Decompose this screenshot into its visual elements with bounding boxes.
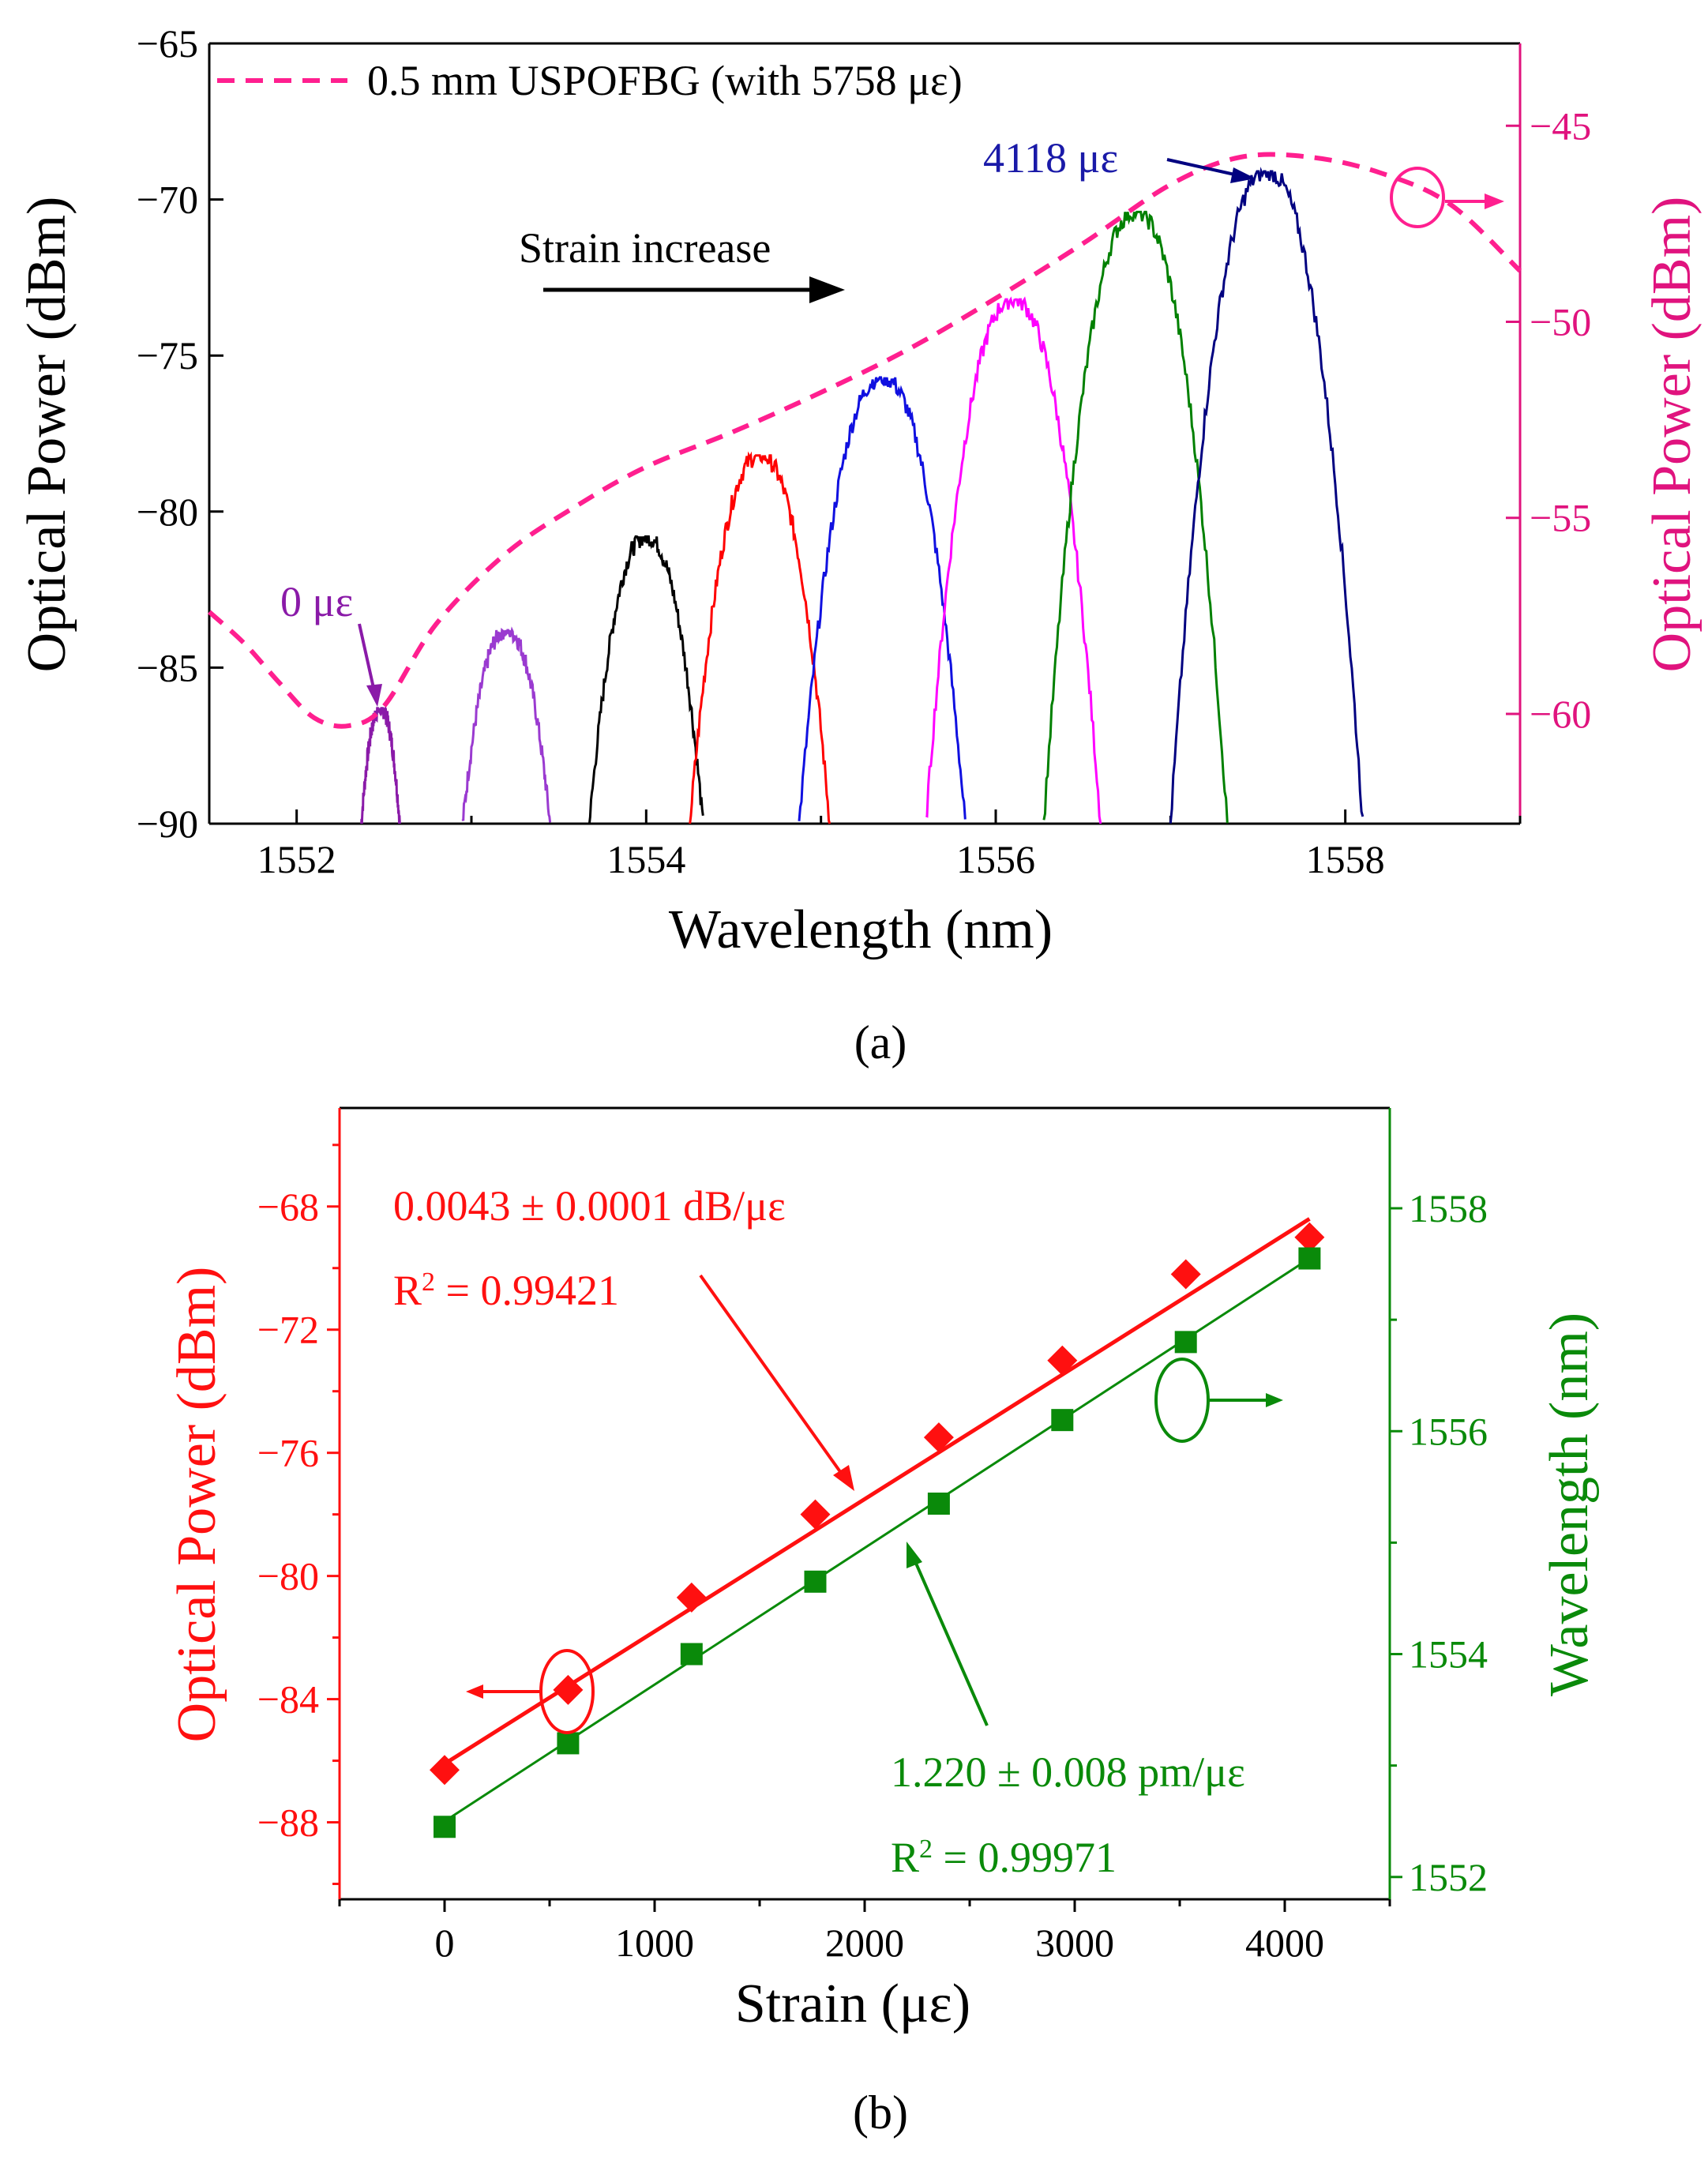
- panel-b: 0 1000 2000 3000 4000 −88 −84 −80 −76 −72 −68 155…: [167, 1106, 1600, 2139]
- wavelength-data-point: [804, 1570, 827, 1593]
- power-data-point: [1170, 1259, 1201, 1290]
- wavelength-fit-slope-label: 1.220 ± 0.008 pm/με: [891, 1748, 1245, 1796]
- panel-b-x-tick-label: 1000: [615, 1921, 694, 1965]
- panel-a-y-tick-label: −65: [137, 21, 198, 66]
- panel-a-right-tick-label: −55: [1530, 496, 1591, 540]
- panel-a-y-tick-label: −70: [137, 178, 198, 222]
- spectrum-peak: [925, 296, 1102, 824]
- panel-b-x-tick-label: 4000: [1245, 1921, 1324, 1965]
- panel-a-x-tick-label: 1556: [956, 837, 1035, 881]
- wavelength-fit-arrowhead: [907, 1542, 922, 1568]
- panel-b-y-tick-label: −76: [257, 1431, 319, 1475]
- wavelength-data-point: [1051, 1409, 1074, 1432]
- panel-a-x-tick-label: 1558: [1306, 837, 1385, 881]
- spectrum-peak: [689, 451, 831, 824]
- power-data-point: [553, 1674, 584, 1705]
- panel-a-caption: (a): [854, 1016, 907, 1068]
- annotation-0-strain: 0 με: [280, 578, 353, 625]
- panel-b-y-tick-label: −88: [257, 1801, 319, 1845]
- power-fit-r2-sup: 2: [422, 1268, 435, 1297]
- arrowhead-0-strain: [366, 684, 382, 707]
- wavelength-fit-r2-sup: 2: [919, 1835, 933, 1864]
- wavelength-data-point: [557, 1732, 580, 1755]
- spectrum-peak: [461, 626, 552, 823]
- panel-b-x-tick-label: 2000: [825, 1921, 904, 1965]
- right-axis-indicator-ellipse: [1390, 167, 1445, 228]
- left-axis-indicator-arrowhead: [466, 1684, 483, 1699]
- wavelength-fit-arrow: [913, 1559, 989, 1726]
- panel-a-y-tick-label: −85: [137, 645, 198, 689]
- power-data-point: [430, 1755, 460, 1786]
- panel-a-y-tick-label: −90: [137, 802, 198, 846]
- power-data-point: [1294, 1222, 1325, 1253]
- panel-a-right-tick-label: −50: [1530, 300, 1591, 344]
- panel-a-left-axis-title: Optical Power (dBm): [17, 197, 77, 673]
- power-data-point: [1047, 1345, 1078, 1376]
- wavelength-data-point: [434, 1816, 456, 1838]
- panel-a-right-tick-label: −45: [1530, 103, 1591, 148]
- power-fit-r2-label: R2 = 0.99421: [393, 1267, 619, 1314]
- panel-a-right-tick-label: −60: [1530, 692, 1591, 736]
- arrow-0-strain: [358, 623, 377, 696]
- wavelength-data-point: [927, 1493, 950, 1515]
- wavelength-fit-r2-label: R2 = 0.99971: [891, 1834, 1117, 1881]
- panel-b-right-tick-label: 1556: [1409, 1409, 1488, 1453]
- panel-b-y-tick-label: −68: [257, 1185, 319, 1229]
- power-fit-slope-label: 0.0043 ± 0.0001 dB/με: [393, 1182, 786, 1230]
- panel-a: 1552 1554 1556 1558 −90 −85 −80 −75 −70 −65 −60 −…: [17, 21, 1702, 1068]
- panel-b-left-axis-title: Optical Power (dBm): [167, 1267, 227, 1743]
- panel-a-y-tick-label: −75: [137, 333, 198, 377]
- panel-a-x-tick-label: 1554: [606, 837, 685, 881]
- annotation-strain-increase: Strain increase: [519, 224, 771, 272]
- panel-a-y-tick-label: −80: [137, 490, 198, 534]
- spectrum-peak: [587, 535, 704, 824]
- panel-b-right-axis-title: Wavelength (nm): [1539, 1313, 1600, 1696]
- legend-label: 0.5 mm USPOFBG (with 5758 με): [367, 57, 963, 104]
- spectrum-peak: [798, 376, 967, 821]
- wavelength-data-point: [680, 1643, 703, 1666]
- wavelength-fit-r2-value: = 0.99971: [933, 1834, 1117, 1881]
- arrowhead-strain-increase: [809, 276, 845, 303]
- right-axis-indicator-ellipse-b: [1154, 1358, 1210, 1443]
- wavelength-fit-line: [444, 1257, 1311, 1823]
- panel-b-right-tick-label: 1552: [1409, 1855, 1488, 1899]
- reference-dashed-curve: [208, 152, 1522, 729]
- power-data-point: [923, 1422, 954, 1453]
- panel-b-caption: (b): [853, 2086, 908, 2139]
- panel-a-right-axis-title: Optical Power (dBm): [1642, 197, 1702, 673]
- arrow-4118-strain: [1166, 158, 1239, 177]
- panel-b-right-tick-label: 1554: [1409, 1632, 1488, 1677]
- power-fit-r2-prefix: R: [393, 1267, 422, 1314]
- spectrum-peak: [1169, 167, 1365, 824]
- panel-b-x-axis-title: Strain (με): [735, 1974, 970, 2034]
- power-data-point: [800, 1499, 831, 1530]
- annotation-4118-strain: 4118 με: [983, 134, 1118, 182]
- spectrum-peak: [360, 704, 401, 824]
- power-fit-r2-value: = 0.99421: [435, 1267, 619, 1314]
- power-fit-arrowhead: [833, 1465, 854, 1491]
- panel-b-y-tick-label: −84: [257, 1677, 319, 1722]
- power-fit-arrow: [699, 1274, 843, 1474]
- right-axis-indicator-arrowhead-b: [1266, 1393, 1283, 1407]
- wavelength-fit-r2-prefix: R: [891, 1834, 919, 1881]
- panel-b-y-tick-label: −80: [257, 1554, 319, 1598]
- panel-b-x-tick-label: 3000: [1035, 1921, 1114, 1965]
- panel-b-x-tick-label: 0: [435, 1921, 455, 1965]
- panel-b-y-tick-label: −72: [257, 1308, 319, 1352]
- panel-b-right-tick-label: 1558: [1409, 1186, 1488, 1230]
- spectrum-peak: [1042, 210, 1229, 824]
- wavelength-data-point: [1298, 1247, 1321, 1270]
- arrowhead-4118-strain: [1230, 167, 1256, 183]
- wavelength-data-point: [1174, 1331, 1197, 1354]
- right-axis-indicator-arrowhead: [1485, 193, 1504, 209]
- panel-a-x-axis-title: Wavelength (nm): [669, 899, 1053, 960]
- panel-a-x-tick-label: 1552: [257, 837, 336, 881]
- power-data-point: [676, 1582, 707, 1613]
